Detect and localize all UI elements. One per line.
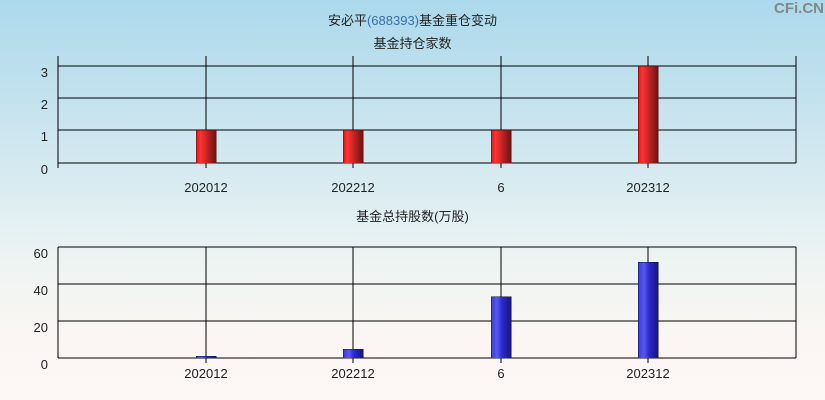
svg-text:3: 3: [41, 65, 48, 80]
svg-text:1: 1: [41, 129, 48, 144]
svg-text:40: 40: [34, 283, 48, 298]
svg-text:202012: 202012: [184, 366, 227, 381]
svg-text:202312: 202312: [626, 180, 669, 195]
svg-text:202012: 202012: [184, 180, 227, 195]
svg-text:202312: 202312: [626, 366, 669, 381]
svg-text:0: 0: [41, 162, 48, 177]
svg-text:6: 6: [497, 180, 504, 195]
svg-text:2: 2: [41, 97, 48, 112]
svg-text:6: 6: [497, 366, 504, 381]
svg-text:202212: 202212: [331, 180, 374, 195]
svg-text:60: 60: [34, 246, 48, 261]
svg-text:0: 0: [41, 357, 48, 372]
svg-text:202212: 202212: [331, 366, 374, 381]
svg-text:20: 20: [34, 320, 48, 335]
